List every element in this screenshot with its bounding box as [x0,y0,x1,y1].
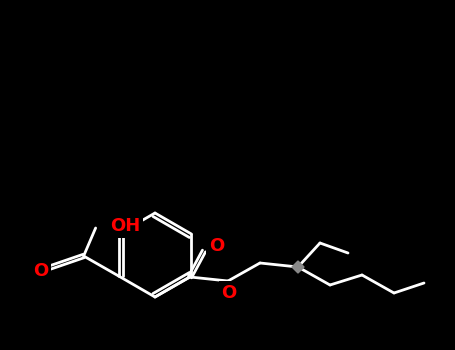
Text: O: O [33,262,48,280]
Polygon shape [292,261,304,273]
Text: OH: OH [110,217,140,235]
Text: O: O [222,284,237,302]
Text: O: O [209,237,224,255]
